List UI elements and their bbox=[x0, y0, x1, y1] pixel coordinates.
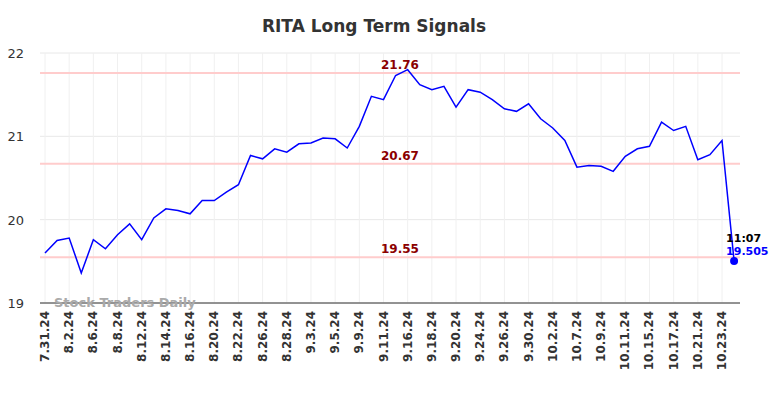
x-tick-label: 10.21.24 bbox=[691, 311, 705, 370]
x-tick-label: 7.31.24 bbox=[38, 311, 52, 362]
y-tick-label: 19 bbox=[7, 296, 24, 311]
grid-line-x bbox=[190, 53, 191, 303]
reference-line bbox=[40, 256, 740, 258]
last-point bbox=[730, 257, 738, 265]
x-tick-label: 10.9.24 bbox=[594, 311, 608, 362]
y-tick-label: 21 bbox=[7, 129, 24, 144]
reference-label: 20.67 bbox=[381, 149, 419, 163]
grid-line-x bbox=[407, 53, 408, 303]
x-tick-label: 8.20.24 bbox=[207, 311, 221, 362]
x-tick-label: 10.17.24 bbox=[667, 311, 681, 370]
x-tick-label: 9.18.24 bbox=[425, 311, 439, 362]
x-tick-label: 8.6.24 bbox=[86, 311, 100, 354]
reference-line bbox=[40, 163, 740, 165]
grid-line bbox=[40, 219, 740, 220]
grid-line-x bbox=[528, 53, 529, 303]
grid-line-x bbox=[431, 53, 432, 303]
grid-line-x bbox=[335, 53, 336, 303]
grid-line-x bbox=[214, 53, 215, 303]
x-tick-label: 10.7.24 bbox=[570, 311, 584, 362]
grid-line-x bbox=[552, 53, 553, 303]
x-tick-label: 10.23.24 bbox=[715, 311, 729, 370]
x-tick-label: 9.5.24 bbox=[328, 311, 342, 354]
grid-line-x bbox=[93, 53, 94, 303]
x-tick-label: 8.26.24 bbox=[256, 311, 270, 362]
grid-line-x bbox=[673, 53, 674, 303]
x-tick-label: 9.3.24 bbox=[304, 311, 318, 354]
grid-line-x bbox=[165, 53, 166, 303]
x-tick-label: 9.24.24 bbox=[473, 311, 487, 362]
grid-line-x bbox=[238, 53, 239, 303]
x-tick-label: 9.30.24 bbox=[522, 311, 536, 362]
grid-line-x bbox=[286, 53, 287, 303]
grid-line-x bbox=[480, 53, 481, 303]
x-tick-label: 8.8.24 bbox=[111, 311, 125, 354]
grid-line-x bbox=[359, 53, 360, 303]
grid-line-x bbox=[697, 53, 698, 303]
x-tick-label: 10.15.24 bbox=[642, 311, 656, 370]
x-tick-label: 9.11.24 bbox=[377, 311, 391, 362]
chart: RITA Long Term Signals 19 20 21 22 7.31.24 8.2… bbox=[0, 0, 784, 398]
x-tick-label: 8.28.24 bbox=[280, 311, 294, 362]
grid-line bbox=[40, 53, 740, 54]
price-line bbox=[45, 70, 734, 273]
reference-label: 21.76 bbox=[381, 58, 419, 72]
grid-line-x bbox=[456, 53, 457, 303]
grid-line bbox=[40, 136, 740, 137]
plot bbox=[40, 70, 740, 273]
x-tick-label: 8.22.24 bbox=[231, 311, 245, 362]
grid-line-x bbox=[383, 53, 384, 303]
grid-line-x bbox=[45, 53, 46, 303]
watermark: Stock Traders Daily bbox=[54, 295, 196, 310]
x-tick-label: 8.16.24 bbox=[183, 311, 197, 362]
grid-line-x bbox=[601, 53, 602, 303]
grid-line-x bbox=[649, 53, 650, 303]
grid-line-x bbox=[504, 53, 505, 303]
reference-line bbox=[40, 72, 740, 74]
x-tick-label: 9.26.24 bbox=[497, 311, 511, 362]
time-annotation: 11:07 bbox=[726, 232, 761, 245]
x-tick-label: 9.20.24 bbox=[449, 311, 463, 362]
grid-line-x bbox=[69, 53, 70, 303]
grid-line-x bbox=[576, 53, 577, 303]
x-tick-label: 9.9.24 bbox=[352, 311, 366, 354]
x-tick-label: 9.16.24 bbox=[401, 311, 415, 362]
grid-line-x bbox=[141, 53, 142, 303]
reference-label: 19.55 bbox=[381, 242, 419, 256]
x-tick-label: 8.2.24 bbox=[62, 311, 76, 354]
x-tick-label: 10.2.24 bbox=[546, 311, 560, 362]
price-annotation: 19.505 bbox=[726, 245, 768, 258]
grid-line-x bbox=[310, 53, 311, 303]
grid-line-x bbox=[262, 53, 263, 303]
y-tick-label: 22 bbox=[7, 46, 24, 61]
grid-line-x bbox=[117, 53, 118, 303]
title: RITA Long Term Signals bbox=[262, 16, 486, 36]
x-tick-label: 8.12.24 bbox=[135, 311, 149, 362]
x-tick-label: 8.14.24 bbox=[159, 311, 173, 362]
y-tick-label: 20 bbox=[7, 213, 24, 228]
grid-line-x bbox=[625, 53, 626, 303]
x-tick-label: 10.11.24 bbox=[618, 311, 632, 370]
grid-line-x bbox=[722, 53, 723, 303]
